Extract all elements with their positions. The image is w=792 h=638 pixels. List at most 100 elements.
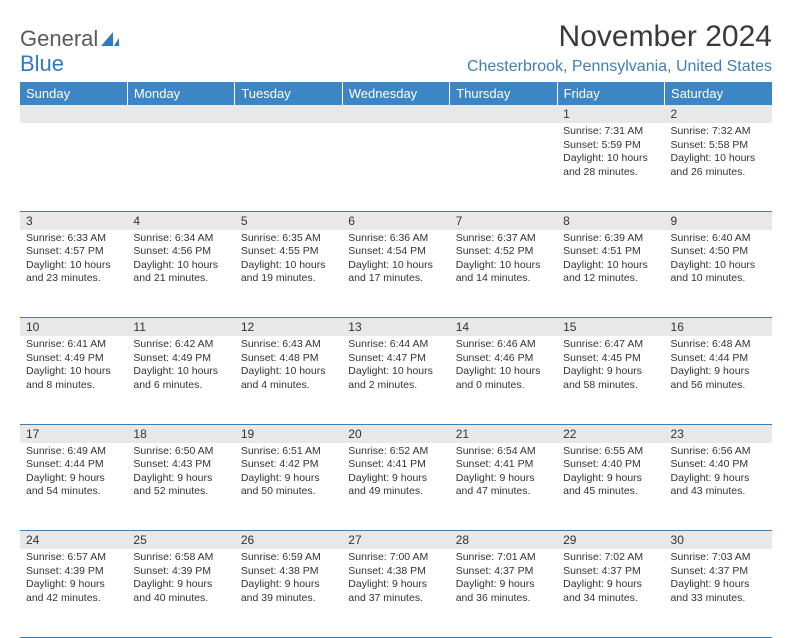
sunset-text: Sunset: 4:37 PM <box>671 565 766 579</box>
weekday-header: Wednesday <box>342 82 449 105</box>
day-number: 15 <box>557 318 664 337</box>
day-number: 4 <box>127 211 234 230</box>
sunrise-text: Sunrise: 7:31 AM <box>563 125 658 139</box>
daylight-text: Daylight: 9 hours and 37 minutes. <box>348 578 443 605</box>
sunrise-text: Sunrise: 7:02 AM <box>563 551 658 565</box>
day-number: 3 <box>20 211 127 230</box>
daylight-text: Daylight: 10 hours and 6 minutes. <box>133 365 228 392</box>
daylight-text: Daylight: 9 hours and 33 minutes. <box>671 578 766 605</box>
daylight-text: Daylight: 10 hours and 10 minutes. <box>671 259 766 286</box>
sunset-text: Sunset: 4:41 PM <box>348 458 443 472</box>
sunset-text: Sunset: 4:50 PM <box>671 245 766 259</box>
sunset-text: Sunset: 5:58 PM <box>671 139 766 153</box>
daylight-text: Daylight: 10 hours and 8 minutes. <box>26 365 121 392</box>
sunset-text: Sunset: 4:57 PM <box>26 245 121 259</box>
sunset-text: Sunset: 4:49 PM <box>26 352 121 366</box>
calendar-table: Sunday Monday Tuesday Wednesday Thursday… <box>20 82 772 638</box>
sunrise-text: Sunrise: 6:41 AM <box>26 338 121 352</box>
daylight-text: Daylight: 9 hours and 43 minutes. <box>671 472 766 499</box>
weekday-header: Saturday <box>665 82 772 105</box>
day-number: 29 <box>557 531 664 550</box>
sunrise-text: Sunrise: 6:50 AM <box>133 445 228 459</box>
day-cell: Sunrise: 6:54 AMSunset: 4:41 PMDaylight:… <box>450 443 557 531</box>
sunrise-text: Sunrise: 6:33 AM <box>26 232 121 246</box>
sunrise-text: Sunrise: 6:51 AM <box>241 445 336 459</box>
day-cell: Sunrise: 6:47 AMSunset: 4:45 PMDaylight:… <box>557 336 664 424</box>
day-number: 20 <box>342 424 449 443</box>
sunrise-text: Sunrise: 6:36 AM <box>348 232 443 246</box>
daylight-text: Daylight: 9 hours and 58 minutes. <box>563 365 658 392</box>
sunrise-text: Sunrise: 6:34 AM <box>133 232 228 246</box>
sunset-text: Sunset: 4:40 PM <box>671 458 766 472</box>
day-cell: Sunrise: 6:43 AMSunset: 4:48 PMDaylight:… <box>235 336 342 424</box>
daylight-text: Daylight: 10 hours and 14 minutes. <box>456 259 551 286</box>
day-number: 17 <box>20 424 127 443</box>
day-cell: Sunrise: 6:58 AMSunset: 4:39 PMDaylight:… <box>127 549 234 637</box>
day-data-row: Sunrise: 6:33 AMSunset: 4:57 PMDaylight:… <box>20 230 772 318</box>
day-number: 6 <box>342 211 449 230</box>
day-number: 8 <box>557 211 664 230</box>
sunrise-text: Sunrise: 7:01 AM <box>456 551 551 565</box>
sunset-text: Sunset: 4:55 PM <box>241 245 336 259</box>
sunset-text: Sunset: 4:39 PM <box>26 565 121 579</box>
day-cell: Sunrise: 6:41 AMSunset: 4:49 PMDaylight:… <box>20 336 127 424</box>
day-cell: Sunrise: 6:36 AMSunset: 4:54 PMDaylight:… <box>342 230 449 318</box>
daylight-text: Daylight: 10 hours and 23 minutes. <box>26 259 121 286</box>
sunrise-text: Sunrise: 6:47 AM <box>563 338 658 352</box>
daylight-text: Daylight: 9 hours and 56 minutes. <box>671 365 766 392</box>
day-number: 5 <box>235 211 342 230</box>
daylight-text: Daylight: 9 hours and 34 minutes. <box>563 578 658 605</box>
sunrise-text: Sunrise: 7:03 AM <box>671 551 766 565</box>
weekday-header: Monday <box>127 82 234 105</box>
daylight-text: Daylight: 9 hours and 49 minutes. <box>348 472 443 499</box>
day-number <box>235 105 342 123</box>
day-number: 13 <box>342 318 449 337</box>
sunrise-text: Sunrise: 6:43 AM <box>241 338 336 352</box>
weekday-header: Thursday <box>450 82 557 105</box>
day-cell: Sunrise: 6:48 AMSunset: 4:44 PMDaylight:… <box>665 336 772 424</box>
day-cell: Sunrise: 6:44 AMSunset: 4:47 PMDaylight:… <box>342 336 449 424</box>
sunrise-text: Sunrise: 6:56 AM <box>671 445 766 459</box>
day-cell <box>342 123 449 211</box>
day-cell: Sunrise: 6:52 AMSunset: 4:41 PMDaylight:… <box>342 443 449 531</box>
day-cell <box>450 123 557 211</box>
daylight-text: Daylight: 9 hours and 36 minutes. <box>456 578 551 605</box>
day-cell: Sunrise: 6:33 AMSunset: 4:57 PMDaylight:… <box>20 230 127 318</box>
daynum-row: 24252627282930 <box>20 531 772 550</box>
sunset-text: Sunset: 5:59 PM <box>563 139 658 153</box>
sunrise-text: Sunrise: 6:48 AM <box>671 338 766 352</box>
sunset-text: Sunset: 4:56 PM <box>133 245 228 259</box>
logo-gray-text: General <box>20 26 98 51</box>
day-number: 24 <box>20 531 127 550</box>
day-data-row: Sunrise: 7:31 AMSunset: 5:59 PM Daylight:… <box>20 123 772 211</box>
sunrise-text: Sunrise: 6:39 AM <box>563 232 658 246</box>
day-number: 2 <box>665 105 772 123</box>
daylight-text: Daylight: 9 hours and 42 minutes. <box>26 578 121 605</box>
daylight-text: Daylight: 10 hours and 0 minutes. <box>456 365 551 392</box>
day-number: 9 <box>665 211 772 230</box>
sunset-text: Sunset: 4:42 PM <box>241 458 336 472</box>
day-number: 27 <box>342 531 449 550</box>
day-cell: Sunrise: 6:37 AMSunset: 4:52 PMDaylight:… <box>450 230 557 318</box>
daylight-text: Daylight: 10 hours and 4 minutes. <box>241 365 336 392</box>
daylight-text: Daylight: 10 hours and 12 minutes. <box>563 259 658 286</box>
sunrise-text: Sunrise: 6:35 AM <box>241 232 336 246</box>
weekday-header-row: Sunday Monday Tuesday Wednesday Thursday… <box>20 82 772 105</box>
daylight-text: Daylight: 9 hours and 39 minutes. <box>241 578 336 605</box>
weekday-header: Sunday <box>20 82 127 105</box>
weekday-header: Friday <box>557 82 664 105</box>
sunset-text: Sunset: 4:49 PM <box>133 352 228 366</box>
day-cell <box>20 123 127 211</box>
sunrise-text: Sunrise: 6:54 AM <box>456 445 551 459</box>
sunrise-text: Sunrise: 6:57 AM <box>26 551 121 565</box>
day-number: 12 <box>235 318 342 337</box>
daynum-row: 17181920212223 <box>20 424 772 443</box>
daylight-text: Daylight: 9 hours and 45 minutes. <box>563 472 658 499</box>
day-cell: Sunrise: 7:00 AMSunset: 4:38 PMDaylight:… <box>342 549 449 637</box>
daylight-text: Daylight: 10 hours and 21 minutes. <box>133 259 228 286</box>
day-cell: Sunrise: 7:02 AMSunset: 4:37 PMDaylight:… <box>557 549 664 637</box>
day-number: 10 <box>20 318 127 337</box>
sunset-text: Sunset: 4:45 PM <box>563 352 658 366</box>
daylight-text: Daylight: 9 hours and 54 minutes. <box>26 472 121 499</box>
daylight-text: Daylight: 10 hours and 26 minutes. <box>671 152 766 179</box>
